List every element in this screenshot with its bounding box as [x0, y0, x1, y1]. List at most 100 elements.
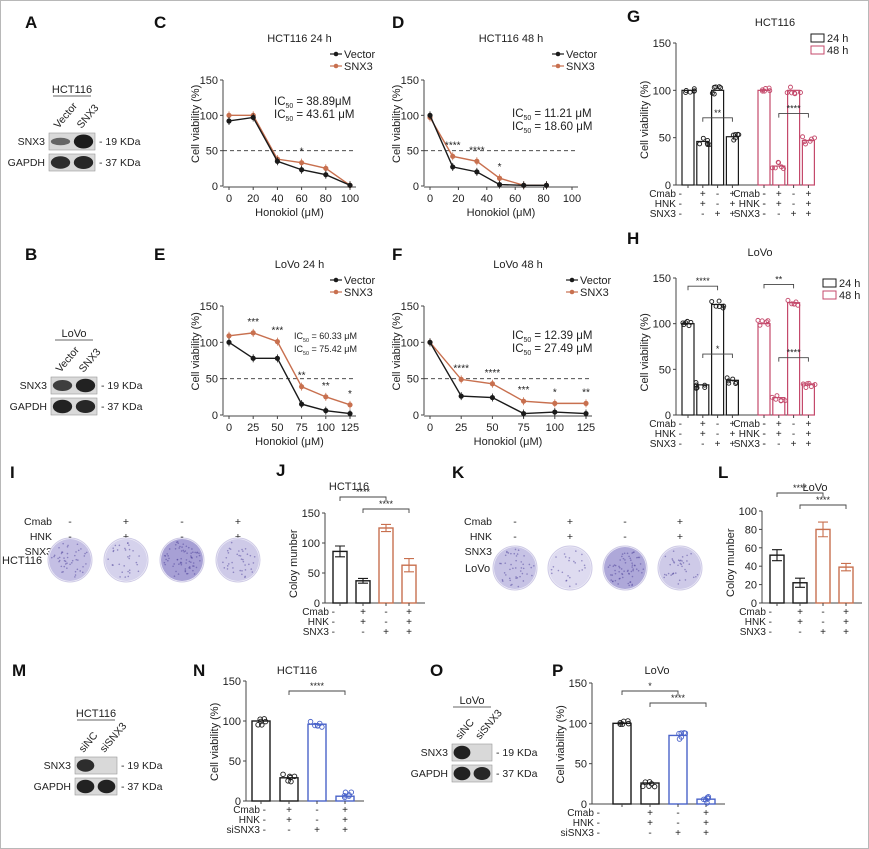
data-point-vector: [323, 408, 329, 414]
condition-label: SNX3 -: [303, 627, 335, 638]
colony-dot: [163, 561, 166, 564]
chart-title: HCT116 24 h: [267, 33, 332, 45]
colony-dot: [632, 569, 634, 572]
significance-marker: *: [716, 344, 720, 354]
condition-sign: -: [384, 607, 387, 618]
replicate-point: [262, 718, 269, 725]
condition-sign: +: [700, 419, 706, 430]
legend-label-snx3: SNX3: [344, 61, 373, 73]
replicate-point: [774, 393, 780, 399]
colony-dot: [199, 559, 201, 562]
condition-sign: +: [729, 209, 735, 220]
significance-bracket: [763, 283, 795, 289]
colony-dot: [186, 572, 189, 575]
colony-dot: [242, 560, 245, 563]
colony-dot: [638, 556, 641, 559]
colony-dot: [509, 568, 511, 571]
replicate-point: [806, 380, 812, 386]
colony-dot: [663, 576, 665, 579]
colony-dot: [521, 572, 524, 575]
data-point-vector: [521, 182, 527, 188]
colony-dot: [569, 576, 571, 579]
replicate-point: [640, 783, 646, 790]
colony-dot: [80, 548, 82, 550]
colony-dot: [179, 562, 182, 564]
y-tick-label: 50: [229, 756, 241, 768]
bar-48h: [801, 139, 816, 186]
colony-dot: [63, 565, 66, 568]
colony-dot: [642, 568, 645, 571]
colony-dot: [226, 565, 229, 567]
blot-cell-line: LoVo: [459, 695, 484, 707]
colony-dot: [244, 569, 247, 571]
x-axis-label: Honokiol (μM): [467, 207, 536, 219]
y-tick-label: 0: [413, 181, 419, 193]
legend-label-snx3: SNX3: [344, 287, 373, 299]
legend-swatch: [810, 33, 825, 43]
colony-dot: [530, 566, 533, 569]
replicate-point: [775, 159, 781, 165]
replicate-point: [802, 139, 808, 144]
chart-title: HCT116 48 h: [479, 33, 544, 45]
significance-bracket: [778, 113, 809, 118]
data-point-vector: [450, 164, 456, 170]
colony-dot: [629, 581, 632, 583]
protein-label: SNX3: [421, 747, 449, 759]
colony-dot: [196, 551, 199, 554]
replicate-point: [765, 318, 771, 324]
blot-cell-line: LoVo: [61, 328, 86, 340]
colony-plate: [215, 537, 261, 583]
colony-dot: [610, 574, 612, 576]
colony-dot: [178, 547, 181, 549]
colony-dot: [198, 552, 200, 555]
colony-dot: [583, 564, 586, 567]
colony-stain: [217, 539, 259, 581]
colony-stain: [161, 539, 203, 581]
condition-sign: -: [315, 805, 318, 816]
replicate-point: [791, 301, 797, 307]
colony-stain: [604, 547, 646, 589]
colony-dot: [76, 543, 79, 546]
significance-bracket: [776, 492, 824, 497]
colony-dot: [185, 559, 188, 561]
x-tick-label: 60: [295, 193, 307, 205]
legend-marker: [333, 277, 339, 283]
colony-dot: [565, 579, 568, 582]
colony-dot: [192, 551, 194, 553]
colony-dot: [688, 563, 691, 566]
significance-bracket: [288, 690, 346, 695]
blot-band: [76, 779, 95, 794]
colony-dot: [636, 556, 638, 559]
significance-bracket: [702, 117, 733, 122]
condition-sign: +: [235, 531, 241, 543]
colony-dot: [690, 552, 692, 555]
condition-sign: +: [360, 607, 366, 618]
colony-dot: [174, 543, 177, 546]
y-tick-label: 0: [665, 180, 671, 192]
colony-dot: [185, 562, 187, 564]
colony-dot: [184, 568, 187, 570]
colony-dot: [520, 561, 523, 563]
condition-label: SNX3: [25, 546, 53, 558]
bar: [251, 720, 271, 802]
x-tick-label: 80: [537, 193, 549, 205]
ic50-label-vector: IC50 = 38.89μM: [274, 96, 351, 110]
colony-dot: [69, 563, 71, 566]
colony-dot: [57, 557, 59, 560]
condition-sign: -: [762, 429, 765, 440]
colony-dot: [619, 577, 621, 580]
colony-dot: [692, 576, 695, 579]
data-point-snx3: [489, 381, 495, 387]
replicate-point: [692, 88, 697, 94]
x-tick-label: 20: [452, 193, 464, 205]
condition-sign: -: [777, 439, 780, 450]
condition-label: Cmab -: [649, 189, 682, 200]
significance-marker: ****: [453, 363, 469, 374]
colony-dot: [522, 563, 524, 566]
colony-dot: [85, 563, 87, 565]
y-axis-label: Coloy munber: [288, 529, 300, 598]
colony-dot: [614, 579, 617, 582]
replicate-point: [800, 381, 806, 387]
condition-sign: +: [700, 199, 706, 210]
